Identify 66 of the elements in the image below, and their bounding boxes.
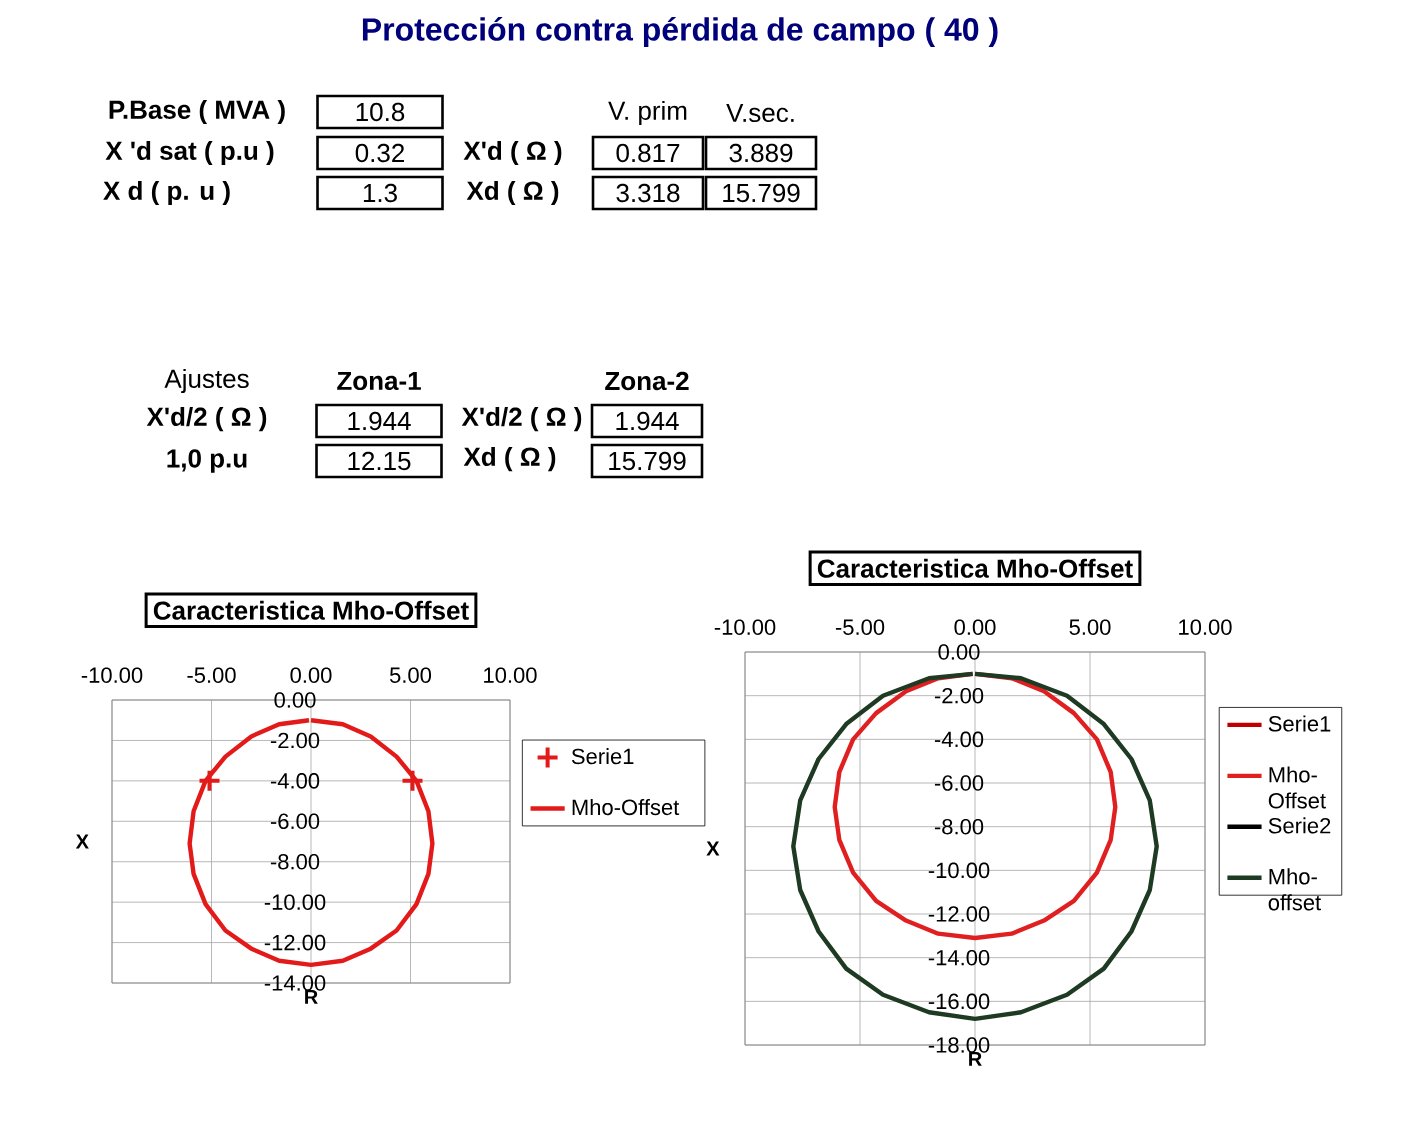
legend-label: Mho-Offset [572, 798, 680, 816]
text: 3.889 [729, 143, 793, 163]
y-tick-label: 0.00 [274, 692, 316, 708]
legend-label: Mho-offset [1268, 868, 1322, 911]
line-series [187, 718, 435, 968]
y-tick-label: -6.00 [270, 813, 320, 830]
y-tick-label: -8.00 [934, 818, 984, 835]
y-tick-label: -10.00 [928, 862, 990, 879]
text: Ajustes [164, 368, 249, 394]
x-tick-label: -10.00 [81, 667, 143, 683]
chart-title: Caracteristica Mho-Offset [817, 558, 1133, 578]
chart-title: Caracteristica Mho-Offset [153, 600, 469, 620]
text: 3.318 [616, 183, 680, 203]
text: X'd/2 ( Ω ) [461, 406, 582, 432]
y-tick-label: -4.00 [934, 731, 984, 748]
text: 15.799 [609, 451, 686, 471]
x-tick-label: -5.00 [187, 667, 236, 683]
legend-label: Mho-Offset [1268, 766, 1326, 809]
text: Xd ( Ω ) [466, 180, 559, 206]
text: X 'd sat ( p.u ) [105, 140, 274, 166]
text: 1.944 [348, 411, 411, 431]
y-tick-label: -6.00 [934, 775, 984, 791]
text: Protección contra pérdida de campo ( 40 ) [362, 16, 998, 48]
text: Zona-2 [605, 371, 689, 391]
y-tick-label: -4.00 [270, 773, 320, 789]
y-tick-label: -2.00 [270, 732, 320, 749]
y-axis-title: X [706, 841, 720, 856]
y-tick-label: -14.00 [264, 975, 326, 991]
text: 0.32 [355, 143, 404, 163]
text: 15.799 [723, 183, 800, 203]
text: X'd/2 ( Ω ) [146, 406, 267, 432]
text: Zona-1 [337, 371, 421, 391]
text: 10.8 [356, 102, 405, 122]
text: X'd ( Ω ) [463, 140, 562, 166]
text: 1,0 p.u [167, 449, 247, 473]
text: V.sec. [726, 103, 794, 123]
legend-label: Serie1 [571, 748, 634, 765]
y-axis-title: X [75, 834, 89, 849]
text: 1.944 [616, 411, 679, 431]
x-tick-label: 10.00 [484, 667, 537, 683]
y-tick-label: -12.00 [928, 906, 990, 922]
text: X d ( p. u ) [103, 180, 230, 206]
y-tick-label: 0.00 [938, 644, 980, 660]
x-tick-label: 5.00 [389, 667, 432, 683]
legend-label: Serie1 [1268, 715, 1331, 732]
x-axis-title: R [969, 1052, 982, 1066]
y-tick-label: -2.00 [934, 687, 984, 704]
text: P.Base ( MVA ) [109, 99, 285, 125]
x-tick-label: 10.00 [1179, 619, 1232, 635]
text: 1.3 [363, 183, 397, 203]
x-tick-label: -5.00 [835, 619, 885, 635]
y-tick-label: -8.00 [270, 853, 320, 870]
x-tick-label: -10.00 [714, 619, 776, 635]
text: Xd ( Ω ) [463, 446, 556, 472]
text: 0.817 [616, 143, 680, 163]
y-tick-label: -18.00 [928, 1037, 990, 1053]
x-tick-label: 5.00 [1069, 619, 1111, 635]
y-tick-label: -10.00 [264, 894, 326, 910]
x-axis-title: R [305, 990, 318, 1004]
line-series [791, 671, 1159, 1022]
y-tick-label: -14.00 [928, 949, 990, 966]
text: V. prim [608, 100, 687, 126]
y-tick-label: -16.00 [928, 993, 990, 1010]
y-tick-label: -12.00 [264, 934, 326, 951]
text: 12.15 [348, 451, 411, 471]
legend-label: Serie2 [1268, 817, 1331, 834]
